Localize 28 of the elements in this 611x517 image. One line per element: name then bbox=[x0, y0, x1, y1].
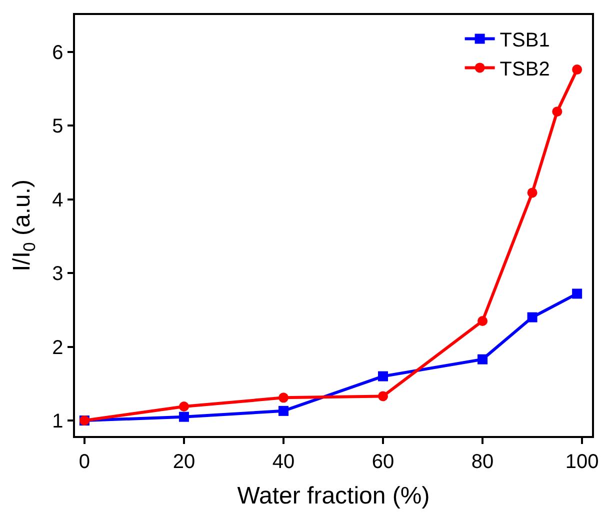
y-tick-label: 1 bbox=[52, 410, 64, 433]
y-tick-label: 5 bbox=[52, 116, 64, 138]
y-tick-label: 6 bbox=[52, 42, 64, 64]
point bbox=[378, 391, 388, 402]
x-tick-label: 100 bbox=[565, 450, 599, 473]
point bbox=[572, 64, 582, 75]
y-tick-label: 2 bbox=[52, 336, 64, 359]
legend-label: TSB1 bbox=[500, 30, 550, 52]
point bbox=[527, 312, 538, 322]
x-tick-label: 0 bbox=[78, 450, 90, 473]
x-tick-label: 60 bbox=[372, 450, 394, 473]
x-tick-label: 40 bbox=[272, 450, 295, 473]
x-tick-label: 80 bbox=[471, 450, 494, 473]
x-tick-label: 20 bbox=[172, 450, 196, 473]
point bbox=[552, 106, 562, 117]
y-tick-label: 3 bbox=[52, 263, 64, 286]
point bbox=[378, 371, 388, 382]
point bbox=[178, 402, 189, 412]
point bbox=[478, 316, 488, 326]
point bbox=[278, 406, 288, 416]
y-tick-label: 4 bbox=[52, 189, 64, 212]
legend-label: TSB2 bbox=[500, 58, 550, 81]
point bbox=[527, 188, 538, 198]
point bbox=[278, 392, 288, 403]
point bbox=[178, 412, 189, 422]
x-axis-title: Water fraction (%) bbox=[237, 482, 430, 510]
point bbox=[478, 354, 488, 364]
point bbox=[572, 288, 582, 299]
